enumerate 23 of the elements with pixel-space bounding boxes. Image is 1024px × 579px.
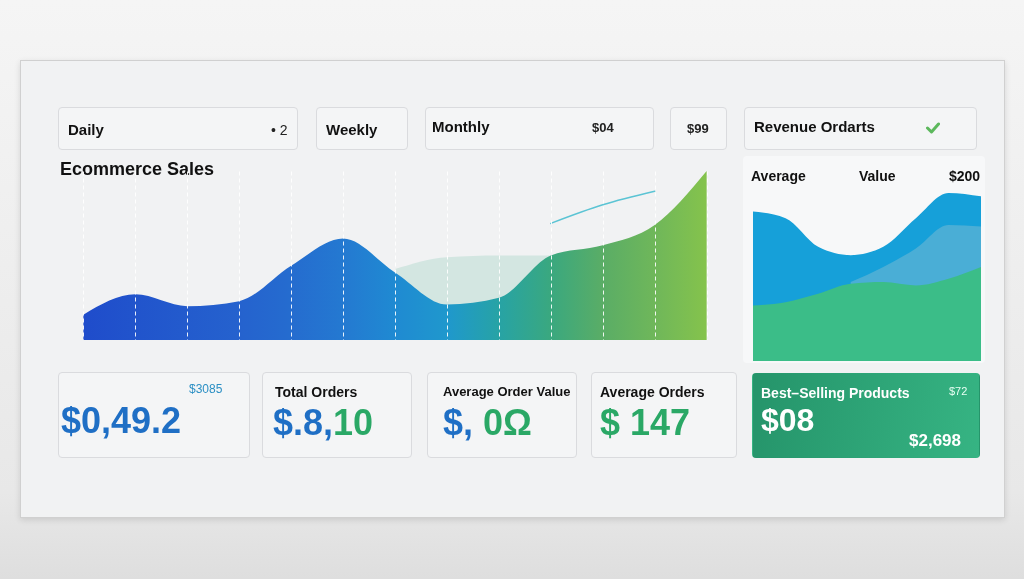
text: $99 (687, 121, 709, 136)
text: Average Orders (600, 384, 705, 400)
text: $08 (761, 402, 815, 438)
text: Revenue Ordarts (754, 118, 875, 135)
text: $72 (949, 385, 968, 397)
text: $04 (592, 120, 614, 135)
text: Total Orders (275, 384, 358, 400)
text: $2,698 (909, 431, 961, 450)
text: Average Order Value (443, 384, 571, 399)
chart-title: Ecommerce Sales (60, 159, 215, 179)
text: $ 147 (600, 402, 691, 443)
text: Weekly (326, 121, 378, 138)
text: Daily (68, 121, 104, 138)
text: Value (859, 168, 896, 184)
text: $3085 (189, 382, 223, 396)
text: $.8,10 (273, 402, 374, 443)
text: $0,49.2 (61, 400, 182, 441)
text: Best–Selling Products (761, 385, 910, 401)
chart-title: Average (751, 168, 806, 184)
text: Monthly (432, 118, 490, 135)
text: $200 (949, 168, 981, 184)
text: • 2 (271, 122, 288, 138)
text: $, 0Ω (443, 402, 532, 443)
